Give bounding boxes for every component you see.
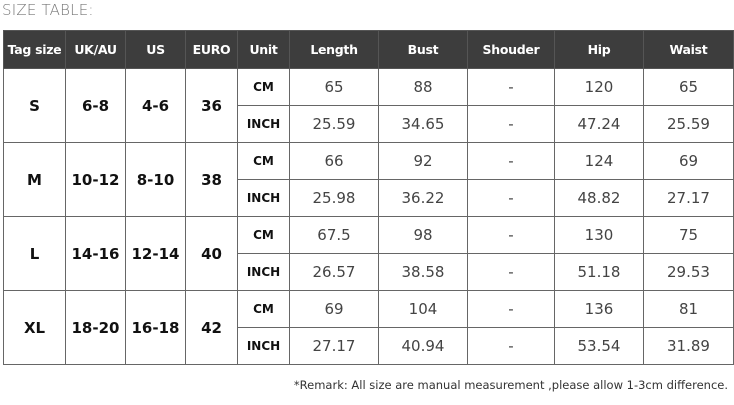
shoulder-cell: -: [467, 179, 555, 217]
header-row: Tag size UK/AU US EURO Unit Length Bust Shouder…: [3, 30, 734, 69]
tag-size-cell: S: [3, 68, 66, 143]
uk-au-cell: 14-16: [65, 216, 126, 291]
hip-cell: 51.18: [554, 253, 644, 291]
unit-cell: CM: [237, 142, 290, 180]
column-header: Bust: [378, 30, 468, 69]
waist-cell: 29.53: [643, 253, 734, 291]
hip-cell: 130: [554, 216, 644, 254]
waist-cell: 65: [643, 68, 734, 106]
waist-cell: 75: [643, 216, 734, 254]
shoulder-cell: -: [467, 290, 555, 328]
bust-cell: 36.22: [378, 179, 468, 217]
column-header: UK/AU: [65, 30, 126, 69]
table-row: M 10-12 8-10 38 CM 66 92-124 69: [3, 142, 734, 217]
column-header: Hip: [554, 30, 644, 69]
table-row: INCH 25.59 34.65-47.24 25.59: [4, 105, 734, 143]
waist-cell: 27.17: [643, 179, 734, 217]
length-cell: 67.5: [289, 216, 379, 254]
waist-cell: 69: [643, 142, 734, 180]
euro-cell: 42: [185, 290, 238, 365]
column-header: Shouder: [467, 30, 555, 69]
hip-cell: 53.54: [554, 327, 644, 365]
length-cell: 26.57: [289, 253, 379, 291]
us-cell: 16-18: [125, 290, 186, 365]
length-cell: 65: [289, 68, 379, 106]
bust-cell: 104: [378, 290, 468, 328]
us-cell: 12-14: [125, 216, 186, 291]
shoulder-cell: -: [467, 68, 555, 106]
unit-cell: INCH: [237, 179, 290, 217]
bust-cell: 98: [378, 216, 468, 254]
size-table-title: SIZE TABLE:: [2, 1, 94, 19]
table-row: INCH 25.98 36.22-48.82 27.17: [4, 179, 734, 217]
hip-cell: 47.24: [554, 105, 644, 143]
length-cell: 25.98: [289, 179, 379, 217]
table-row: S 6-8 4-6 36 CM 65 88-120 65: [3, 68, 734, 143]
shoulder-cell: -: [467, 327, 555, 365]
shoulder-cell: -: [467, 105, 555, 143]
table-row: INCH 27.17 40.94-53.54 31.89: [4, 327, 734, 365]
hip-cell: 48.82: [554, 179, 644, 217]
table-row: INCH 26.57 38.58-51.18 29.53: [4, 253, 734, 291]
unit-cell: INCH: [237, 105, 290, 143]
bust-cell: 88: [378, 68, 468, 106]
bust-cell: 40.94: [378, 327, 468, 365]
unit-cell: CM: [237, 290, 290, 328]
bust-cell: 34.65: [378, 105, 468, 143]
us-cell: 4-6: [125, 68, 186, 143]
tag-size-cell: L: [3, 216, 66, 291]
length-cell: 69: [289, 290, 379, 328]
tag-size-cell: XL: [3, 290, 66, 365]
hip-cell: 120: [554, 68, 644, 106]
shoulder-cell: -: [467, 253, 555, 291]
unit-cell: CM: [237, 68, 290, 106]
unit-cell: CM: [237, 216, 290, 254]
hip-cell: 124: [554, 142, 644, 180]
bust-cell: 92: [378, 142, 468, 180]
column-header: Waist: [643, 30, 734, 69]
length-cell: 27.17: [289, 327, 379, 365]
size-table: Tag size UK/AU US EURO Unit Length Bust Shouder…: [3, 30, 734, 365]
uk-au-cell: 10-12: [65, 142, 126, 217]
column-header: Tag size: [3, 30, 66, 69]
uk-au-cell: 6-8: [65, 68, 126, 143]
unit-cell: INCH: [237, 327, 290, 365]
remark-note: *Remark: All size are manual measurement…: [293, 378, 728, 392]
euro-cell: 40: [185, 216, 238, 291]
bust-cell: 38.58: [378, 253, 468, 291]
column-header: Length: [289, 30, 379, 69]
column-header: US: [125, 30, 186, 69]
tag-size-cell: M: [3, 142, 66, 217]
waist-cell: 31.89: [643, 327, 734, 365]
table-row: XL 18-20 16-18 42 CM 69 104-136 81: [3, 290, 734, 365]
shoulder-cell: -: [467, 142, 555, 180]
shoulder-cell: -: [467, 216, 555, 254]
uk-au-cell: 18-20: [65, 290, 126, 365]
hip-cell: 136: [554, 290, 644, 328]
column-header: EURO: [185, 30, 238, 69]
column-header: Unit: [237, 30, 290, 69]
euro-cell: 36: [185, 68, 238, 143]
unit-cell: INCH: [237, 253, 290, 291]
length-cell: 66: [289, 142, 379, 180]
length-cell: 25.59: [289, 105, 379, 143]
waist-cell: 25.59: [643, 105, 734, 143]
euro-cell: 38: [185, 142, 238, 217]
us-cell: 8-10: [125, 142, 186, 217]
waist-cell: 81: [643, 290, 734, 328]
table-row: L 14-16 12-14 40 CM 67.5 98-130 75: [3, 216, 734, 291]
